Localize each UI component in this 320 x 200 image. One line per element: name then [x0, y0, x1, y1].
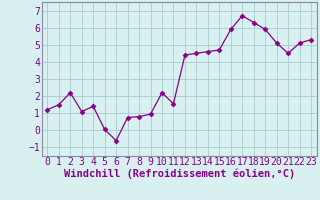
X-axis label: Windchill (Refroidissement éolien,°C): Windchill (Refroidissement éolien,°C)	[64, 169, 295, 179]
